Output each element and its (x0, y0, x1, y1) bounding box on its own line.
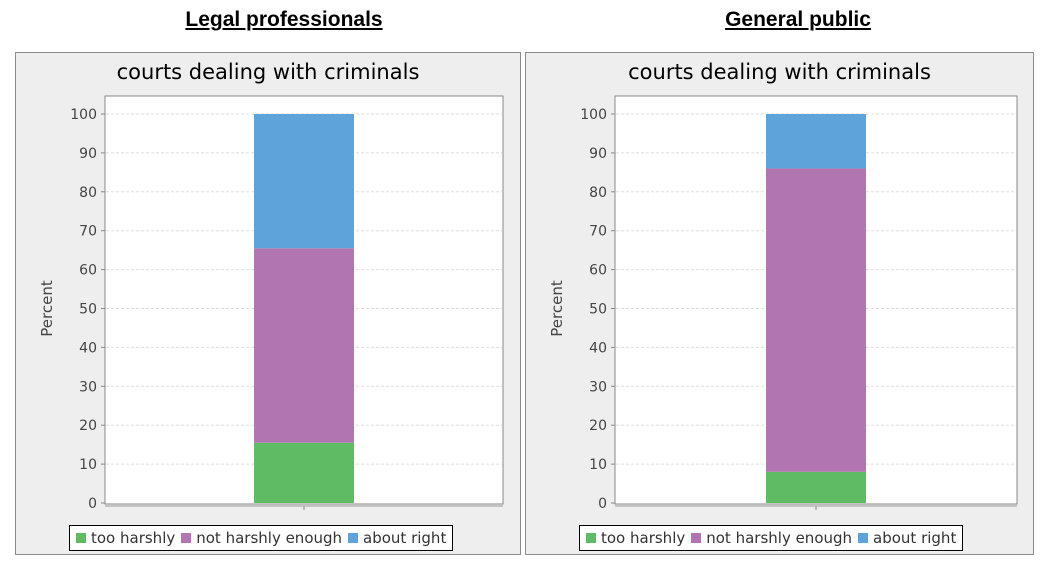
y-tick-label: 60 (589, 263, 607, 279)
y-tick-label: 80 (589, 185, 607, 201)
legend-item-not-harshly-enough: not harshly enough (691, 529, 852, 547)
y-tick-label: 0 (88, 496, 97, 512)
y-axis-label: Percent (548, 280, 566, 337)
y-tick-label: 30 (589, 379, 607, 395)
y-tick-label: 70 (79, 224, 97, 240)
y-tick-label: 90 (589, 146, 607, 162)
group-heading-public: General public (725, 8, 871, 31)
y-tick-label: 80 (79, 185, 97, 201)
chart-title: courts dealing with criminals (628, 60, 931, 84)
y-tick-label: 60 (79, 263, 97, 279)
y-tick-label: 20 (79, 418, 97, 434)
y-tick-label: 30 (79, 379, 97, 395)
y-tick-label: 70 (589, 224, 607, 240)
bar-segment-not-harshly-enough (766, 168, 866, 472)
legend-item-about-right: about right (858, 529, 956, 547)
legend-swatch-about-right (348, 533, 359, 543)
chart-canvas: courts dealing with criminals 0 10 20 30 40 50… (548, 60, 1018, 512)
legend-swatch-too-harshly (586, 533, 596, 543)
y-tick-label: 10 (79, 457, 97, 473)
y-tick-label: 100 (580, 107, 607, 123)
y-tick-label: 40 (589, 340, 607, 356)
legend-item-about-right: about right (348, 529, 446, 547)
y-tick-label: 40 (79, 340, 97, 356)
bar-segment-not-harshly-enough (254, 248, 354, 443)
legend-label: about right (873, 529, 957, 547)
legend-label: about right (363, 529, 447, 547)
chart-legend: too harshly not harshly enough about rig… (579, 525, 964, 551)
group-heading-legal: Legal professionals (185, 8, 383, 31)
bar-segment-about-right (254, 114, 354, 249)
bar-segment-too-harshly (254, 442, 354, 503)
legend-label: not harshly enough (706, 529, 853, 547)
y-tick-label: 90 (79, 146, 97, 162)
legend-item-not-harshly-enough: not harshly enough (181, 529, 342, 547)
chart-panel-legal: courts dealing with criminals 0 10 20 30 40 50… (15, 52, 521, 555)
chart-legend: too harshly not harshly enough about rig… (69, 525, 454, 551)
legend-label: too harshly (601, 529, 686, 547)
chart-canvas: courts dealing with criminals 0 10 20 30 40 50… (38, 60, 504, 512)
chart-panel-public: courts dealing with criminals 0 10 20 30 40 50… (525, 52, 1034, 555)
legend-swatch-about-right (858, 533, 869, 543)
y-tick-label: 20 (589, 418, 607, 434)
bar-segment-about-right (766, 114, 866, 169)
legend-item-too-harshly: too harshly (76, 529, 175, 547)
y-tick-label: 50 (589, 302, 607, 318)
legend-label: too harshly (91, 529, 176, 547)
y-tick-label: 100 (70, 107, 97, 123)
y-axis-label: Percent (38, 280, 56, 337)
y-tick-label: 0 (598, 496, 607, 512)
chart-title: courts dealing with criminals (117, 60, 420, 84)
bar-segment-too-harshly (766, 471, 866, 503)
y-tick-label: 50 (79, 302, 97, 318)
legend-label: not harshly enough (196, 529, 343, 547)
legend-swatch-not-harshly-enough (691, 533, 702, 543)
legend-swatch-not-harshly-enough (181, 533, 192, 543)
y-tick-label: 10 (589, 457, 607, 473)
legend-item-too-harshly: too harshly (586, 529, 685, 547)
legend-swatch-too-harshly (76, 533, 86, 543)
